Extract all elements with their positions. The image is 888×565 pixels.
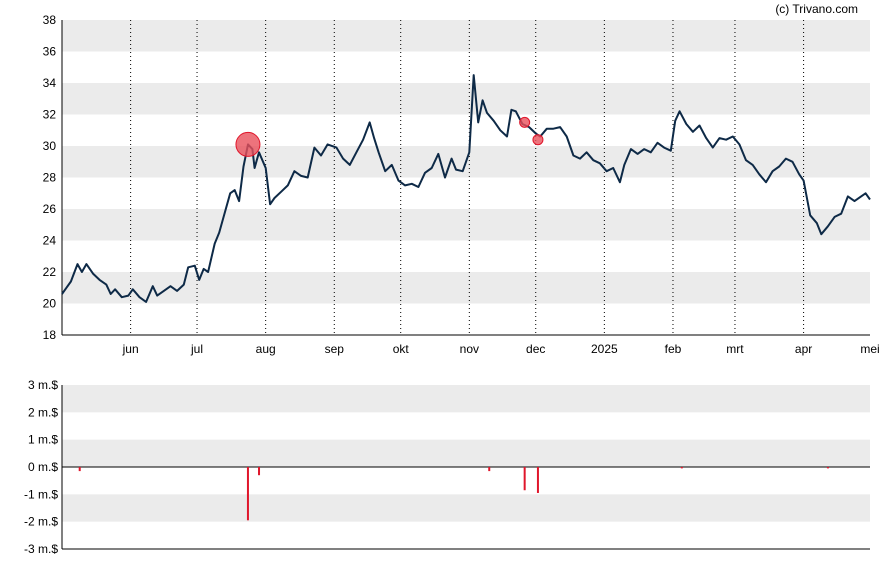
price-chart-panel: 18 20 22 24 26 28 30 32 34 36 38 jun jul aug sep okt nov… — [43, 13, 880, 356]
price-y-tick-label: 36 — [43, 45, 57, 59]
price-event-marker — [532, 134, 544, 146]
price-x-tick-label: jul — [190, 342, 203, 356]
volume-bar — [523, 467, 526, 491]
price-x-tick-label: mei — [860, 342, 879, 356]
volume-bar — [78, 467, 81, 472]
volume-bar — [488, 467, 491, 472]
volume-bar — [536, 467, 539, 493]
volume-y-tick-label: -3 m.$ — [24, 542, 58, 556]
price-x-tick-label: aug — [256, 342, 276, 356]
volume-grid-band — [62, 494, 870, 522]
volume-bar — [246, 467, 249, 521]
price-x-tick-label: okt — [393, 342, 410, 356]
volume-y-tick-label: -2 m.$ — [24, 515, 58, 529]
price-series-line — [61, 74, 871, 303]
price-x-tick-label: apr — [795, 342, 812, 356]
volume-grid-band — [62, 439, 870, 467]
price-y-tick-label: 30 — [43, 139, 57, 153]
volume-bar — [258, 467, 261, 476]
copyright-credit: (c) Trivano.com — [775, 2, 858, 16]
volume-chart-panel: 3 m.$ 2 m.$ 1 m.$ 0 m.$ -1 m.$ -2 m.$ -3 m.$ — [24, 378, 870, 556]
volume-bar — [826, 467, 829, 469]
price-y-tick-label: 34 — [43, 76, 57, 90]
volume-grid-band — [62, 385, 870, 413]
price-x-tick-label: mrt — [726, 342, 744, 356]
volume-y-tick-label: 0 m.$ — [28, 460, 58, 474]
price-event-marker — [235, 131, 261, 157]
price-grid-band — [62, 272, 870, 304]
volume-bar — [680, 467, 683, 469]
price-x-tick-label: jun — [122, 342, 139, 356]
price-y-tick-label: 22 — [43, 265, 57, 279]
price-event-marker — [519, 116, 531, 128]
price-grid-band — [62, 20, 870, 52]
price-x-tick-label: 2025 — [591, 342, 618, 356]
volume-y-tick-label: 1 m.$ — [28, 433, 58, 447]
price-x-tick-label: feb — [665, 342, 682, 356]
price-y-tick-label: 18 — [43, 328, 57, 342]
price-y-tick-label: 38 — [43, 13, 57, 27]
price-y-tick-label: 26 — [43, 202, 57, 216]
price-grid-band — [62, 83, 870, 115]
price-x-tick-label: nov — [460, 342, 479, 356]
price-grid-band — [62, 209, 870, 241]
price-y-tick-label: 32 — [43, 108, 57, 122]
price-y-tick-label: 24 — [43, 234, 57, 248]
price-x-tick-label: sep — [325, 342, 345, 356]
price-y-tick-label: 20 — [43, 297, 57, 311]
volume-y-tick-label: -1 m.$ — [24, 487, 58, 501]
volume-y-tick-label: 3 m.$ — [28, 378, 58, 392]
price-y-tick-label: 28 — [43, 171, 57, 185]
price-x-tick-label: dec — [526, 342, 545, 356]
volume-y-tick-label: 2 m.$ — [28, 405, 58, 419]
